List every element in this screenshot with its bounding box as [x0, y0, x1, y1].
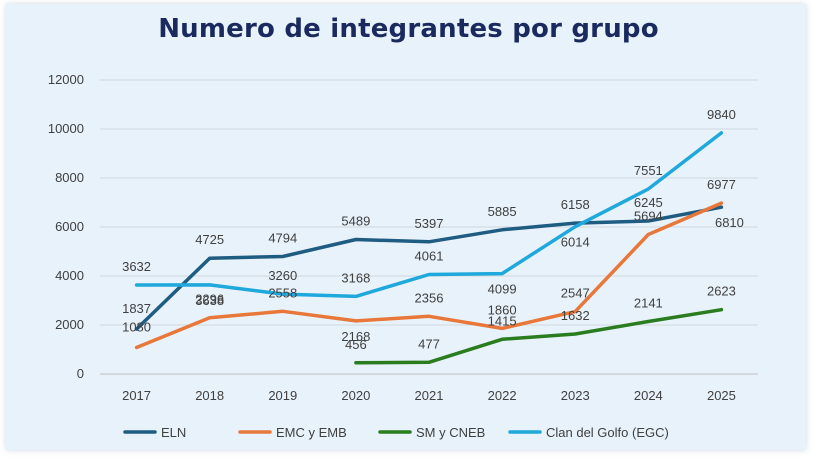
- data-label: 5397: [415, 216, 444, 231]
- data-label: 4725: [195, 232, 224, 247]
- data-label: 477: [418, 336, 440, 351]
- data-label: 456: [345, 337, 367, 352]
- data-label: 6810: [715, 215, 744, 230]
- data-label: 4099: [488, 282, 517, 297]
- data-label: 3638: [195, 293, 224, 308]
- y-tick-label: 8000: [55, 170, 84, 185]
- data-label: 6014: [561, 235, 590, 250]
- y-axis-ticks: 0 2000 4000 6000 8000 10000 12000: [48, 72, 84, 381]
- legend-label: Clan del Golfo (EGC): [546, 425, 669, 440]
- data-label: 6977: [707, 177, 736, 192]
- y-tick-label: 4000: [55, 268, 84, 283]
- data-label: 2558: [268, 285, 297, 300]
- data-label: 2623: [707, 284, 736, 299]
- data-label: 1632: [561, 308, 590, 323]
- data-label: 5489: [341, 214, 370, 229]
- x-tick-label: 2024: [634, 388, 663, 403]
- y-tick-label: 12000: [48, 72, 84, 87]
- legend-label: EMC y EMB: [276, 425, 347, 440]
- y-tick-label: 10000: [48, 121, 84, 136]
- y-tick-label: 6000: [55, 219, 84, 234]
- x-tick-label: 2023: [561, 388, 590, 403]
- x-axis-ticks: 2017 2018 2019 2020 2021 2022 2023 2024 2025: [122, 388, 736, 403]
- data-label: 1415: [488, 313, 517, 328]
- data-label: 2296: [195, 292, 224, 307]
- series-lines: [134, 131, 724, 365]
- data-label: 2168: [341, 329, 370, 344]
- series-line-sm-y-cneb: [354, 307, 724, 365]
- x-tick-label: 2018: [195, 388, 224, 403]
- series-line-emc-y-emb: [134, 201, 724, 350]
- data-label: 3632: [122, 259, 151, 274]
- data-label: 5885: [488, 204, 517, 219]
- data-label: 3168: [341, 270, 370, 285]
- data-label: 3260: [268, 268, 297, 283]
- chart-title: Numero de integrantes por grupo: [158, 14, 659, 44]
- data-label: 1837: [122, 301, 151, 316]
- x-tick-label: 2019: [268, 388, 297, 403]
- data-label: 7551: [634, 163, 663, 178]
- y-tick-label: 0: [77, 366, 84, 381]
- legend-label: SM y CNEB: [416, 425, 485, 440]
- legend: ELN EMC y EMB SM y CNEB Clan del Golfo (EGC…: [123, 425, 669, 440]
- data-label: 2547: [561, 286, 590, 301]
- y-tick-label: 2000: [55, 317, 84, 332]
- series-line-clan-del-golfo-egc-: [134, 131, 724, 299]
- x-tick-label: 2021: [415, 388, 444, 403]
- x-tick-label: 2020: [341, 388, 370, 403]
- data-label: 1860: [488, 302, 517, 317]
- data-label: 2356: [415, 290, 444, 305]
- series-line-eln: [134, 205, 724, 331]
- data-label: 2141: [634, 296, 663, 311]
- data-label: 6158: [561, 197, 590, 212]
- x-tick-label: 2025: [707, 388, 736, 403]
- data-label: 5694: [634, 208, 663, 223]
- data-label: 4061: [415, 249, 444, 264]
- data-label: 4794: [268, 231, 297, 246]
- data-label: 9840: [707, 107, 736, 122]
- x-tick-label: 2022: [488, 388, 517, 403]
- data-labels: 1837 4725 4794 5489 5397 5885 6158 6245 6810 1080…: [122, 107, 744, 352]
- legend-label: ELN: [161, 425, 186, 440]
- data-label: 6245: [634, 195, 663, 210]
- x-tick-label: 2017: [122, 388, 151, 403]
- data-label: 1080: [122, 320, 151, 335]
